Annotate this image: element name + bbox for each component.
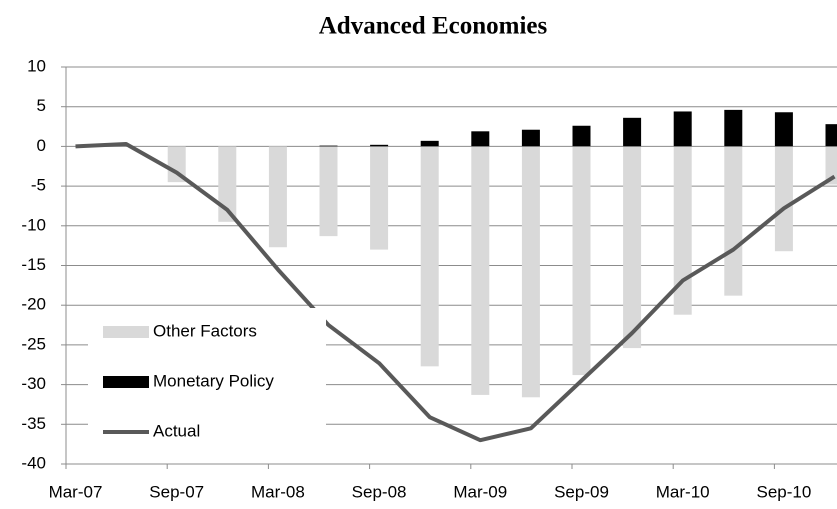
y-tick-label: -25 [21, 334, 46, 353]
y-tick-label: 0 [37, 136, 46, 155]
bar [471, 146, 490, 395]
bar [420, 140, 439, 147]
bar [167, 146, 186, 183]
y-tick-label: -35 [21, 414, 46, 433]
legend-label: Monetary Policy [153, 371, 274, 390]
x-tick-label: Mar-10 [656, 482, 710, 501]
line [75, 142, 836, 443]
y-tick-label: -15 [21, 255, 46, 274]
bar [673, 111, 692, 147]
bar [724, 109, 743, 147]
bar [521, 129, 540, 147]
x-tick-label: Mar-09 [453, 482, 507, 501]
bar [370, 146, 389, 250]
y-tick-label: -20 [21, 295, 46, 314]
x-tick-label: Mar-08 [251, 482, 305, 501]
y-tick-label: 10 [27, 56, 46, 75]
bar [774, 112, 793, 147]
y-tick-label: -40 [21, 453, 46, 472]
bar [319, 146, 338, 237]
x-tick-label: Sep-07 [149, 482, 204, 501]
x-tick-label: Sep-09 [554, 482, 609, 501]
x-tick-label: Sep-08 [352, 482, 407, 501]
bar [370, 144, 389, 147]
legend-swatch [103, 326, 149, 338]
bar [825, 124, 837, 147]
bar [623, 146, 642, 349]
bar [319, 145, 338, 147]
bar [825, 146, 837, 185]
legend-label: Actual [153, 421, 200, 440]
bar [572, 125, 591, 147]
legend-swatch [103, 376, 149, 388]
x-tick-label: Mar-07 [49, 482, 103, 501]
y-tick-label: -10 [21, 215, 46, 234]
bar [572, 146, 591, 376]
bar [471, 131, 490, 147]
bar [623, 117, 642, 147]
y-tick-label: -30 [21, 374, 46, 393]
bar [724, 146, 743, 296]
bar [774, 146, 793, 252]
x-tick-label: Sep-10 [756, 482, 811, 501]
y-tick-label: 5 [37, 96, 46, 115]
bar [521, 146, 540, 398]
legend-label: Other Factors [153, 321, 257, 340]
bar [673, 146, 692, 315]
bar [218, 146, 237, 222]
chart-title: Advanced Economies [319, 13, 548, 40]
bar [268, 146, 287, 248]
bar [420, 146, 439, 367]
y-tick-label: -5 [31, 176, 46, 195]
